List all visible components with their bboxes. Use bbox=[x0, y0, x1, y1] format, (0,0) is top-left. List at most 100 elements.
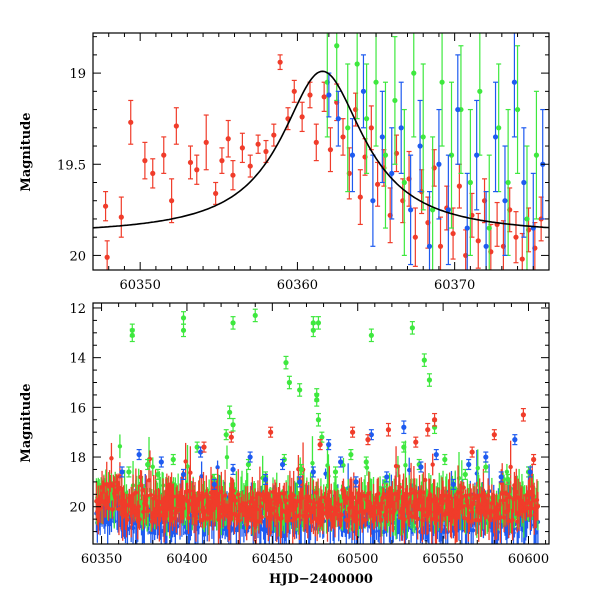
bottom-point-green bbox=[409, 325, 415, 331]
bottom-x-tick-label: 60500 bbox=[337, 552, 378, 567]
bottom-density-point-red bbox=[258, 504, 263, 509]
bottom-point-green bbox=[442, 456, 448, 463]
bottom-density-point-red bbox=[145, 508, 151, 514]
bottom-density-point-red bbox=[233, 498, 238, 503]
bottom-point-green bbox=[245, 461, 252, 468]
top-point-blue bbox=[417, 143, 423, 149]
bottom-point-green bbox=[230, 320, 236, 326]
bottom-point-green bbox=[194, 444, 200, 450]
bottom-point-blue bbox=[180, 471, 187, 478]
top-point-blue bbox=[408, 207, 414, 213]
bottom-point-red bbox=[491, 432, 497, 438]
bottom-point-blue bbox=[401, 424, 407, 430]
bottom-density-point-red bbox=[462, 516, 467, 521]
top-point-red bbox=[456, 183, 462, 189]
bottom-density-point-red bbox=[339, 512, 344, 518]
top-point-blue bbox=[521, 179, 527, 186]
bottom-density-point-red bbox=[188, 470, 193, 475]
top-point-green bbox=[514, 106, 521, 113]
top-point-red bbox=[173, 123, 179, 129]
bottom-density-point-red bbox=[147, 456, 153, 462]
bottom-point-blue bbox=[297, 479, 303, 485]
bottom-point-red bbox=[520, 412, 526, 418]
bottom-panel: 60350 60400 60450 60500 60550 60600 12 14 16 18 20… bbox=[19, 302, 550, 587]
bottom-density-point-red bbox=[477, 493, 482, 498]
bottom-density-point-red bbox=[186, 515, 191, 521]
bottom-density-point-red bbox=[218, 514, 223, 519]
top-point-blue bbox=[445, 207, 451, 213]
top-point-green bbox=[448, 152, 455, 158]
top-point-green bbox=[439, 79, 445, 85]
top-data-layer bbox=[93, 33, 549, 270]
top-point-green bbox=[533, 152, 540, 158]
bottom-density-point-red bbox=[343, 500, 348, 505]
top-point-green bbox=[334, 43, 340, 49]
model-curve bbox=[93, 70, 549, 229]
bottom-density-point-red bbox=[137, 517, 142, 522]
top-point-green bbox=[345, 125, 351, 131]
top-point-blue bbox=[492, 134, 499, 140]
top-point-green bbox=[430, 207, 436, 213]
bottom-density-point-red bbox=[140, 488, 145, 493]
top-point-green bbox=[354, 61, 360, 67]
bottom-density-point-red bbox=[158, 513, 163, 518]
top-point-red bbox=[118, 214, 124, 220]
bottom-point-red bbox=[349, 429, 356, 435]
bottom-point-red bbox=[425, 427, 431, 433]
bottom-point-green bbox=[126, 469, 132, 475]
top-x-tick-label: 60350 bbox=[119, 278, 160, 293]
top-point-red bbox=[450, 230, 456, 237]
bottom-point-green bbox=[227, 409, 233, 415]
bottom-density-point-red bbox=[392, 491, 398, 496]
bottom-point-red bbox=[268, 429, 274, 435]
bottom-point-green bbox=[252, 312, 258, 319]
top-point-red bbox=[263, 148, 269, 155]
top-point-green bbox=[524, 216, 530, 222]
bottom-point-green bbox=[315, 417, 322, 423]
bottom-point-blue bbox=[466, 461, 472, 468]
bottom-density-point-red bbox=[248, 499, 253, 504]
top-point-blue bbox=[511, 79, 518, 85]
top-point-green bbox=[382, 152, 389, 158]
top-point-blue bbox=[370, 198, 376, 204]
bottom-density-point-red bbox=[203, 516, 208, 521]
top-point-red bbox=[368, 125, 374, 131]
bottom-point-blue bbox=[338, 459, 344, 465]
top-point-red bbox=[128, 119, 134, 125]
top-y-tick-label: 19.5 bbox=[57, 158, 86, 173]
bottom-y-axis-label: Magnitude bbox=[19, 383, 34, 462]
bottom-density-point-red bbox=[148, 492, 154, 498]
bottom-density-point-red bbox=[408, 486, 414, 492]
top-point-red bbox=[375, 181, 381, 187]
bottom-density-point-red bbox=[185, 498, 190, 504]
top-point-red bbox=[230, 172, 236, 178]
top-point-red bbox=[313, 139, 319, 145]
bottom-density-point-red bbox=[510, 517, 515, 523]
bottom-point-green bbox=[426, 377, 433, 383]
bottom-point-red bbox=[531, 456, 537, 463]
top-point-red bbox=[340, 134, 346, 140]
bottom-density-point-green bbox=[403, 463, 408, 468]
bottom-point-blue bbox=[450, 481, 456, 487]
top-point-red bbox=[194, 167, 200, 173]
top-point-red bbox=[225, 136, 231, 142]
bottom-point-green bbox=[505, 476, 511, 483]
bottom-point-green bbox=[298, 466, 304, 473]
bottom-density-point-red bbox=[437, 505, 442, 511]
bottom-density-point-green bbox=[364, 465, 370, 470]
bottom-point-red bbox=[413, 439, 419, 445]
bottom-density-point-red bbox=[378, 517, 384, 523]
bottom-point-blue bbox=[158, 459, 164, 465]
top-y-axis-label: Magnitude bbox=[19, 112, 34, 191]
bottom-point-blue bbox=[326, 442, 332, 448]
bottom-density-point-red bbox=[515, 519, 520, 524]
bottom-point-green bbox=[310, 327, 316, 333]
bottom-density-point-red bbox=[336, 502, 341, 507]
bottom-y-tick-label: 16 bbox=[69, 401, 86, 416]
bottom-point-red bbox=[431, 417, 438, 423]
top-point-red bbox=[271, 132, 277, 138]
bottom-point-green bbox=[145, 461, 151, 468]
bottom-density-point-red bbox=[530, 484, 535, 489]
bottom-point-green bbox=[129, 332, 135, 338]
bottom-density-point-red bbox=[351, 495, 356, 500]
